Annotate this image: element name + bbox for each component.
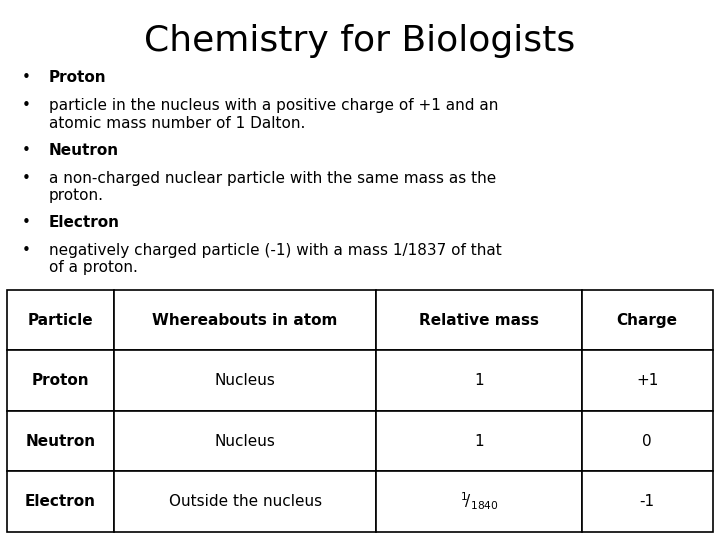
Text: 1: 1 (474, 434, 484, 449)
FancyBboxPatch shape (114, 350, 377, 411)
Text: Neutron: Neutron (25, 434, 96, 449)
Text: Proton: Proton (49, 70, 107, 85)
Text: $\mathregular{^1\!/_{1840}}$: $\mathregular{^1\!/_{1840}}$ (459, 491, 498, 512)
FancyBboxPatch shape (582, 411, 713, 471)
FancyBboxPatch shape (7, 471, 114, 532)
FancyBboxPatch shape (377, 411, 582, 471)
FancyBboxPatch shape (582, 471, 713, 532)
Text: Chemistry for Biologists: Chemistry for Biologists (145, 24, 575, 58)
Text: Proton: Proton (32, 373, 89, 388)
FancyBboxPatch shape (377, 350, 582, 411)
Text: Nucleus: Nucleus (215, 373, 276, 388)
Text: particle in the nucleus with a positive charge of +1 and an
atomic mass number o: particle in the nucleus with a positive … (49, 98, 498, 131)
FancyBboxPatch shape (114, 290, 377, 350)
Text: •: • (22, 243, 30, 258)
Text: Electron: Electron (49, 215, 120, 230)
Text: •: • (22, 143, 30, 158)
Text: Electron: Electron (25, 494, 96, 509)
FancyBboxPatch shape (582, 290, 713, 350)
Text: negatively charged particle (-1) with a mass 1/1837 of that
of a proton.: negatively charged particle (-1) with a … (49, 243, 502, 275)
FancyBboxPatch shape (582, 350, 713, 411)
Text: Relative mass: Relative mass (419, 313, 539, 328)
FancyBboxPatch shape (7, 290, 114, 350)
Text: Whereabouts in atom: Whereabouts in atom (153, 313, 338, 328)
FancyBboxPatch shape (377, 290, 582, 350)
Text: Charge: Charge (616, 313, 678, 328)
Text: •: • (22, 215, 30, 230)
Text: +1: +1 (636, 373, 658, 388)
Text: 0: 0 (642, 434, 652, 449)
FancyBboxPatch shape (377, 471, 582, 532)
Text: Nucleus: Nucleus (215, 434, 276, 449)
Text: •: • (22, 98, 30, 113)
Text: Outside the nucleus: Outside the nucleus (168, 494, 322, 509)
FancyBboxPatch shape (114, 411, 377, 471)
Text: •: • (22, 171, 30, 186)
FancyBboxPatch shape (7, 411, 114, 471)
Text: Neutron: Neutron (49, 143, 119, 158)
FancyBboxPatch shape (114, 471, 377, 532)
Text: -1: -1 (639, 494, 654, 509)
Text: 1: 1 (474, 373, 484, 388)
Text: •: • (22, 70, 30, 85)
FancyBboxPatch shape (7, 350, 114, 411)
Text: Particle: Particle (27, 313, 94, 328)
Text: a non-charged nuclear particle with the same mass as the
proton.: a non-charged nuclear particle with the … (49, 171, 496, 203)
